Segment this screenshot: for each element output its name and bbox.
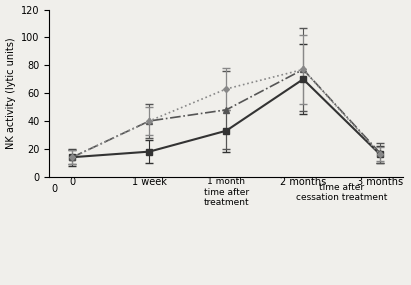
Text: 0: 0 (52, 184, 61, 194)
Text: 2 months: 2 months (280, 177, 326, 188)
Text: 1 week: 1 week (132, 177, 167, 188)
Text: 3 months: 3 months (357, 177, 403, 188)
Text: time after
cessation treatment: time after cessation treatment (296, 183, 387, 202)
Y-axis label: NK activity (lytic units): NK activity (lytic units) (6, 37, 16, 149)
Text: 1 month
time after
treatment: 1 month time after treatment (203, 177, 249, 207)
Text: 0: 0 (69, 177, 76, 188)
